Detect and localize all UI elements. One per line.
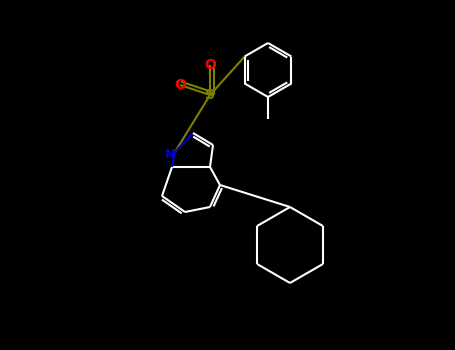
Text: O: O <box>204 58 216 72</box>
Text: S: S <box>205 88 215 102</box>
Text: O: O <box>174 78 186 92</box>
Text: N: N <box>165 147 175 161</box>
